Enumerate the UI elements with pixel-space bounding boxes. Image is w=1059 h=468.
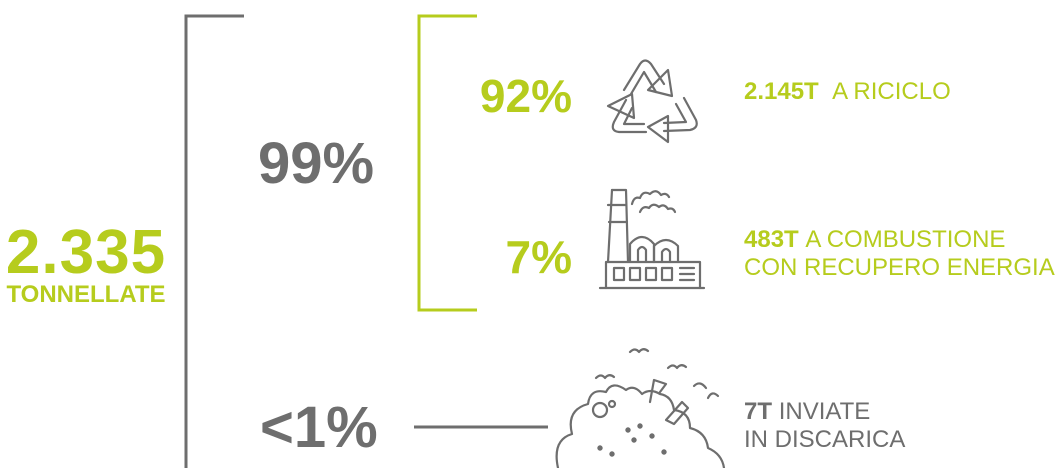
combustion-amount: 483T bbox=[744, 226, 799, 253]
landfill-text-line2: IN DISCARICA bbox=[744, 426, 906, 453]
recovered-bracket bbox=[417, 14, 477, 312]
landfill-label: 7T INVIATE IN DISCARICA bbox=[744, 398, 905, 454]
landfill-amount: 7T bbox=[744, 398, 773, 425]
combustion-text-line2: CON RECUPERO ENERGIA bbox=[744, 254, 1055, 281]
combustion-text-line1: A COMBUSTIONE bbox=[805, 226, 1006, 253]
combustion-label: 483T A COMBUSTIONE CON RECUPERO ENERGIA bbox=[744, 226, 1055, 282]
landfill-text-line1: INVIATE bbox=[778, 398, 871, 425]
total-unit: TONNELLATE bbox=[6, 281, 166, 308]
recycling-percent: 92% bbox=[479, 70, 572, 122]
recycling-amount: 2.145T bbox=[744, 78, 819, 105]
total-value: 2.335 bbox=[5, 218, 167, 287]
recovered-percent: 99% bbox=[258, 131, 375, 196]
recycling-label: 2.145T A RICICLO bbox=[744, 78, 951, 106]
combustion-percent: 7% bbox=[505, 231, 572, 283]
recycling-text: A RICICLO bbox=[832, 78, 951, 105]
total-bracket bbox=[184, 14, 244, 468]
landfill-percent: <1% bbox=[260, 395, 378, 460]
